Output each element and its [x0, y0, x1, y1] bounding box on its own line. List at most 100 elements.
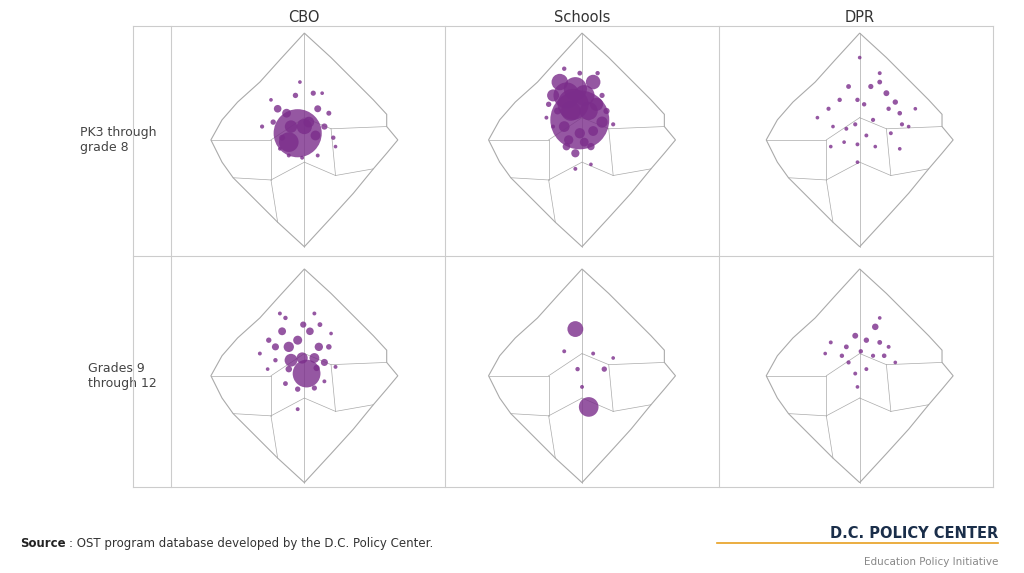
Point — [887, 358, 903, 367]
Point — [552, 77, 568, 87]
Point — [309, 104, 326, 113]
Point — [567, 324, 584, 333]
Point — [321, 342, 337, 351]
Point — [809, 113, 825, 122]
Point — [879, 89, 895, 98]
Point — [894, 120, 910, 129]
Point — [585, 127, 601, 136]
Point — [311, 320, 328, 329]
Point — [541, 100, 557, 109]
Point — [594, 91, 610, 100]
Point — [892, 109, 908, 118]
Point — [605, 120, 622, 129]
Text: D.C. POLICY CENTER: D.C. POLICY CENTER — [830, 527, 998, 541]
Point — [834, 351, 850, 360]
Point — [571, 129, 588, 138]
Point — [847, 120, 863, 129]
Point — [856, 100, 872, 109]
Point — [254, 122, 270, 131]
Point — [847, 331, 863, 340]
Point — [308, 363, 325, 372]
Point — [278, 379, 294, 388]
Point — [560, 135, 577, 144]
Point — [824, 122, 841, 131]
Point — [556, 64, 572, 73]
Point — [849, 95, 865, 104]
Point — [549, 107, 565, 116]
Point — [907, 104, 924, 113]
Point — [281, 138, 297, 147]
Text: Grades 9
through 12: Grades 9 through 12 — [88, 362, 157, 390]
Polygon shape — [766, 269, 953, 482]
Point — [279, 109, 295, 118]
Point — [263, 95, 280, 104]
Point — [817, 349, 834, 358]
Point — [316, 122, 333, 131]
Point — [288, 91, 304, 100]
Text: Education Policy Initiative: Education Policy Initiative — [864, 558, 998, 567]
Point — [306, 354, 323, 363]
Point — [563, 107, 580, 116]
Point — [900, 122, 916, 131]
Point — [296, 122, 312, 131]
Text: Source: Source — [20, 537, 67, 550]
Point — [871, 338, 888, 347]
Point — [271, 309, 288, 318]
Point — [325, 133, 341, 142]
Point — [871, 77, 888, 87]
Title: Schools: Schools — [554, 10, 610, 25]
Point — [849, 140, 865, 149]
Point — [321, 109, 337, 118]
Point — [590, 69, 606, 78]
Point — [558, 142, 574, 151]
Point — [269, 104, 286, 113]
Point — [558, 91, 574, 100]
Polygon shape — [766, 33, 953, 247]
Point — [328, 362, 344, 371]
Point — [883, 129, 899, 138]
Point — [871, 313, 888, 323]
Point — [867, 322, 884, 331]
Point — [836, 138, 852, 147]
Point — [589, 100, 605, 109]
Point — [265, 117, 282, 127]
Point — [820, 104, 837, 113]
Point — [573, 382, 590, 391]
Point — [281, 342, 297, 351]
Point — [858, 336, 874, 345]
Point — [577, 91, 593, 100]
Point — [545, 91, 561, 100]
Point — [871, 69, 888, 78]
Point — [841, 82, 857, 91]
Point — [565, 100, 582, 109]
Point — [865, 351, 882, 360]
Point — [305, 89, 322, 98]
Point — [323, 329, 339, 338]
Point — [598, 107, 614, 116]
Point — [539, 113, 555, 122]
Point — [556, 122, 572, 131]
Point — [887, 97, 903, 107]
Point — [294, 354, 310, 363]
Point — [316, 377, 333, 386]
Title: CBO: CBO — [289, 10, 321, 25]
Point — [577, 138, 593, 147]
Point — [865, 115, 882, 124]
Point — [852, 53, 868, 62]
Point — [295, 320, 311, 329]
Polygon shape — [211, 269, 397, 482]
Point — [314, 89, 331, 98]
Title: DPR: DPR — [845, 10, 874, 25]
Point — [892, 144, 908, 154]
Point — [290, 384, 306, 394]
Point — [822, 338, 839, 347]
Point — [316, 358, 333, 367]
Point — [259, 364, 275, 374]
Polygon shape — [488, 33, 676, 247]
Point — [290, 405, 306, 414]
Point — [567, 84, 584, 93]
Point — [881, 104, 897, 113]
Point — [594, 117, 610, 127]
Point — [283, 122, 299, 131]
Point — [267, 356, 284, 365]
